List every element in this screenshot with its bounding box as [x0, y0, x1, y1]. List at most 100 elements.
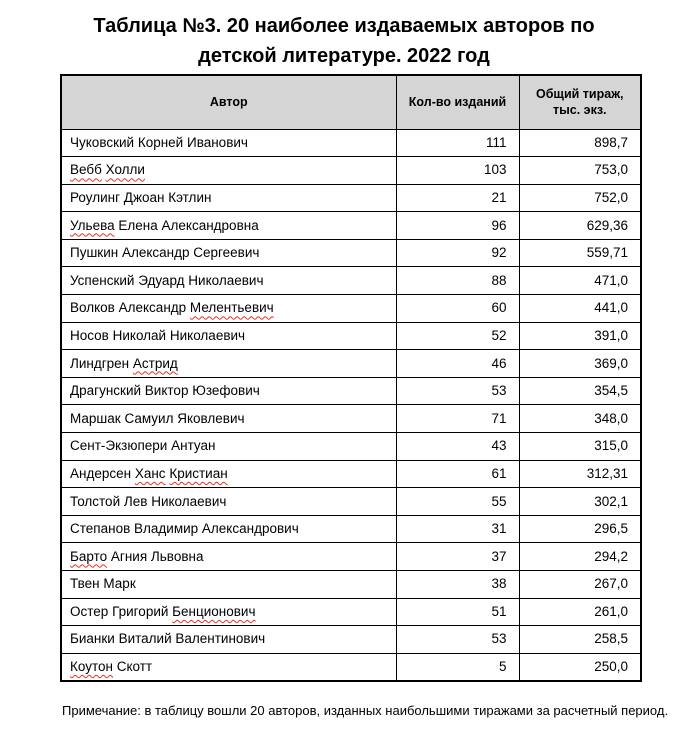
author-cell: Успенский Эдуард Николаевич [60, 266, 397, 296]
author-cell: Чуковский Корней Иванович [60, 128, 397, 158]
author-cell: Ульева Елена Александровна [60, 211, 397, 240]
circulation-cell: 296,5 [518, 514, 642, 544]
misspelled-word: Холли [105, 162, 145, 178]
misspelled-word: Бенционович [172, 603, 256, 619]
table-row: Волков Александр Мелентьевич 60 441,0 [60, 294, 642, 323]
table-body: Чуковский Корней Иванович 111 898,7 Вебб Хо… [60, 128, 642, 682]
author-cell: Остер Григорий Бенционович [60, 597, 397, 627]
circulation-cell: 315,0 [518, 432, 642, 461]
author-cell: Степанов Владимир Александрович [60, 514, 397, 544]
table-row: Успенский Эдуард Николаевич 88 471,0 [60, 266, 642, 296]
table-row: Роулинг Джоан Кэтлин 21 752,0 [60, 183, 642, 213]
misspelled-word: Кристиан [169, 465, 228, 481]
circulation-cell: 629,36 [518, 211, 642, 240]
editions-cell: 53 [395, 625, 520, 654]
table-row: Линдгрен Астрид 46 369,0 [60, 349, 642, 378]
footnote: Примечание: в таблицу вошли 20 авторов, … [62, 702, 669, 718]
author-cell: Бианки Виталий Валентинович [60, 625, 397, 654]
editions-cell: 38 [395, 570, 520, 599]
table-row: Чуковский Корней Иванович 111 898,7 [60, 128, 642, 158]
editions-cell: 61 [395, 459, 520, 489]
misspelled-word: Коутон [70, 658, 113, 674]
table-row: Маршак Самуил Яковлевич 71 348,0 [60, 404, 642, 434]
table-row: Драгунский Виктор Юзефович 53 354,5 [60, 376, 642, 406]
misspelled-word: Барто [70, 548, 108, 564]
circulation-cell: 391,0 [518, 321, 642, 351]
editions-cell: 55 [395, 487, 520, 516]
circulation-cell: 753,0 [518, 156, 642, 185]
circulation-cell: 348,0 [518, 404, 642, 434]
document-page: Таблица №3. 20 наиболее издаваемых автор… [0, 0, 688, 718]
author-cell: Вебб Холли [60, 156, 397, 185]
author-cell: Носов Николай Николаевич [60, 321, 397, 351]
circulation-cell: 441,0 [518, 294, 642, 323]
editions-cell: 37 [395, 542, 520, 571]
editions-cell: 21 [395, 183, 520, 213]
misspelled-word: Ульева [70, 217, 115, 233]
editions-cell: 71 [395, 404, 520, 434]
table-row: Твен Марк 38 267,0 [60, 570, 642, 599]
misspelled-word: Мелентьевич [189, 300, 274, 316]
circulation-cell: 369,0 [518, 349, 642, 378]
author-cell: Твен Марк [60, 570, 397, 599]
table-row: Сент-Экзюпери Антуан 43 315,0 [60, 432, 642, 461]
title-line-1: Таблица №3. 20 наиболее издаваемых автор… [93, 15, 595, 37]
editions-cell: 92 [395, 238, 520, 268]
circulation-cell: 559,71 [518, 238, 642, 268]
author-cell: Коутон Скотт [60, 652, 397, 682]
editions-cell: 88 [395, 266, 520, 296]
table-row: Бианки Виталий Валентинович 53 258,5 [60, 625, 642, 654]
editions-cell: 5 [395, 652, 520, 682]
editions-cell: 60 [395, 294, 520, 323]
table-row: Остер Григорий Бенционович 51 261,0 [60, 597, 642, 627]
circulation-cell: 258,5 [518, 625, 642, 654]
circulation-cell: 302,1 [518, 487, 642, 516]
author-cell: Толстой Лев Николаевич [60, 487, 397, 516]
editions-cell: 51 [395, 597, 520, 627]
table-row: Носов Николай Николаевич 52 391,0 [60, 321, 642, 351]
author-cell: Барто Агния Львовна [60, 542, 397, 571]
circulation-cell: 471,0 [518, 266, 642, 296]
circulation-cell: 261,0 [518, 597, 642, 627]
circulation-cell: 267,0 [518, 570, 642, 599]
circulation-cell: 312,31 [518, 459, 642, 489]
misspelled-word: Ханс [134, 465, 166, 481]
circulation-cell: 250,0 [518, 652, 642, 682]
editions-cell: 111 [395, 128, 520, 158]
editions-cell: 96 [395, 211, 520, 240]
author-cell: Роулинг Джоан Кэтлин [60, 183, 397, 213]
table-row: Пушкин Александр Сергеевич 92 559,71 [60, 238, 642, 268]
circulation-cell: 294,2 [518, 542, 642, 571]
author-cell: Волков Александр Мелентьевич [60, 294, 397, 323]
misspelled-word: Вебб [70, 162, 102, 178]
misspelled-word: Астрид [132, 355, 178, 371]
column-header-circulation: Общий тираж, тыс. экз. [518, 74, 642, 130]
table-row: Толстой Лев Николаевич 55 302,1 [60, 487, 642, 516]
header-row: Автор Кол-во изданий Общий тираж, тыс. э… [60, 74, 642, 130]
table-row: Ульева Елена Александровна 96 629,36 [60, 211, 642, 240]
author-cell: Маршак Самуил Яковлевич [60, 404, 397, 434]
author-cell: Линдгрен Астрид [60, 349, 397, 378]
title-line-2: детской литературе. 2022 год [198, 45, 490, 67]
circulation-cell: 752,0 [518, 183, 642, 213]
circulation-cell: 354,5 [518, 376, 642, 406]
table-row: Коутон Скотт 5 250,0 [60, 652, 642, 682]
column-header-editions: Кол-во изданий [395, 74, 520, 130]
authors-table: Автор Кол-во изданий Общий тираж, тыс. э… [60, 74, 642, 682]
editions-cell: 53 [395, 376, 520, 406]
editions-cell: 43 [395, 432, 520, 461]
editions-cell: 46 [395, 349, 520, 378]
table-row: Барто Агния Львовна 37 294,2 [60, 542, 642, 571]
author-cell: Пушкин Александр Сергеевич [60, 238, 397, 268]
editions-cell: 31 [395, 514, 520, 544]
table-row: Вебб Холли 103 753,0 [60, 156, 642, 185]
author-cell: Драгунский Виктор Юзефович [60, 376, 397, 406]
editions-cell: 103 [395, 156, 520, 185]
table-title: Таблица №3. 20 наиболее издаваемых автор… [0, 0, 688, 71]
author-cell: Андерсен Ханс Кристиан [60, 459, 397, 489]
author-cell: Сент-Экзюпери Антуан [60, 432, 397, 461]
table-row: Андерсен Ханс Кристиан 61 312,31 [60, 459, 642, 489]
table-row: Степанов Владимир Александрович 31 296,5 [60, 514, 642, 544]
editions-cell: 52 [395, 321, 520, 351]
column-header-author: Автор [60, 74, 397, 130]
